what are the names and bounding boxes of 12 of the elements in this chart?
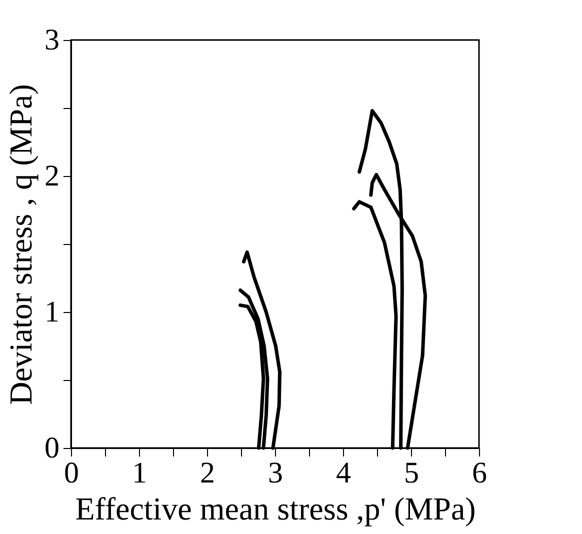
y-tick-label: 2 — [44, 160, 60, 192]
x-tick-label: 3 — [268, 456, 283, 490]
y-tick-label: 3 — [44, 24, 60, 56]
x-tick-label: 5 — [404, 456, 419, 490]
x-tick-label: 6 — [472, 456, 487, 490]
y-tick-label: 0 — [44, 432, 60, 464]
x-tick-label: 1 — [132, 456, 147, 490]
x-tick-label: 4 — [336, 456, 351, 490]
y-axis-title: Deviator stress , q (MPa) — [2, 84, 38, 405]
x-tick-label: 2 — [200, 456, 215, 490]
y-tick-label: 1 — [44, 296, 60, 328]
x-axis-title: Effective mean stress ,p' (MPa) — [75, 490, 476, 526]
